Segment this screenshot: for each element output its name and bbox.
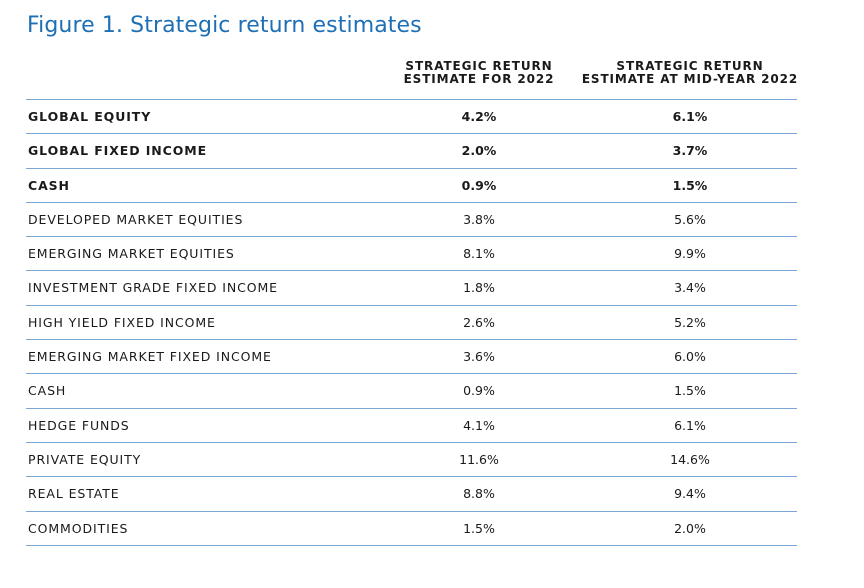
estimate-2022-value: 2.6% (463, 314, 495, 330)
row-label: GLOBAL EQUITY (28, 109, 152, 124)
row-label: EMERGING MARKET FIXED INCOME (28, 349, 272, 365)
column-header-estimate-mid-year-2022: STRATEGIC RETURN ESTIMATE AT MID-YEAR 20… (578, 60, 802, 86)
table-row: EMERGING MARKET FIXED INCOME 3.6% 6.0% (26, 340, 797, 375)
column-header-line: ESTIMATE AT MID-YEAR 2022 (581, 72, 799, 86)
estimate-2022-value: 11.6% (459, 451, 499, 467)
estimate-2022-value: 0.9% (461, 177, 497, 193)
table-top-rule (26, 99, 797, 100)
estimate-2022-value: 8.8% (463, 486, 495, 502)
row-label: REAL ESTATE (28, 486, 120, 502)
row-label: CASH (28, 177, 70, 193)
table-row: DEVELOPED MARKET EQUITIES 3.8% 5.6% (26, 203, 797, 238)
estimate-mid-year-2022-value: 14.6% (670, 451, 710, 467)
row-label: HIGH YIELD FIXED INCOME (28, 314, 216, 330)
row-label: PRIVATE EQUITY (28, 451, 142, 467)
table-row: PRIVATE EQUITY 11.6% 14.6% (26, 443, 797, 478)
table-row: GLOBAL FIXED INCOME 2.0% 3.7% (26, 134, 797, 169)
column-header-line: STRATEGIC RETURN (616, 59, 764, 73)
row-label: INVESTMENT GRADE FIXED INCOME (28, 280, 278, 296)
estimate-mid-year-2022-value: 5.6% (674, 211, 706, 227)
table-row: INVESTMENT GRADE FIXED INCOME 1.8% 3.4% (26, 271, 797, 306)
estimate-mid-year-2022-value: 6.0% (674, 349, 706, 365)
estimate-mid-year-2022-value: 3.7% (672, 143, 708, 159)
row-label: COMMODITIES (28, 520, 129, 536)
table-row: HEDGE FUNDS 4.1% 6.1% (26, 409, 797, 443)
figure-title: Figure 1. Strategic return estimates (27, 13, 422, 38)
estimate-mid-year-2022-value: 3.4% (674, 280, 706, 296)
row-label: GLOBAL FIXED INCOME (28, 143, 208, 159)
table-row: CASH 0.9% 1.5% (26, 374, 797, 409)
estimate-mid-year-2022-value: 6.1% (672, 109, 708, 124)
row-label: EMERGING MARKET EQUITIES (28, 246, 235, 262)
table-row: HIGH YIELD FIXED INCOME 2.6% 5.2% (26, 306, 797, 341)
column-header-line: ESTIMATE FOR 2022 (403, 72, 555, 86)
table-row: EMERGING MARKET EQUITIES 8.1% 9.9% (26, 237, 797, 272)
estimate-2022-value: 2.0% (461, 143, 497, 159)
table-row: GLOBAL EQUITY 4.2% 6.1% (26, 100, 797, 135)
estimate-2022-value: 8.1% (463, 246, 495, 262)
estimate-2022-value: 4.2% (461, 109, 497, 124)
estimate-2022-value: 3.8% (463, 211, 495, 227)
estimate-2022-value: 3.6% (463, 349, 495, 365)
estimate-mid-year-2022-value: 9.9% (674, 246, 706, 262)
estimate-mid-year-2022-value: 5.2% (674, 314, 706, 330)
row-label: DEVELOPED MARKET EQUITIES (28, 211, 244, 227)
estimate-mid-year-2022-value: 1.5% (674, 383, 706, 399)
estimate-2022-value: 1.8% (463, 280, 495, 296)
column-header-estimate-2022: STRATEGIC RETURN ESTIMATE FOR 2022 (400, 60, 558, 86)
table-row: COMMODITIES 1.5% 2.0% (26, 512, 797, 546)
return-estimates-table: GLOBAL EQUITY 4.2% 6.1% GLOBAL FIXED INCOME… (26, 99, 797, 546)
estimate-mid-year-2022-value: 2.0% (674, 520, 706, 536)
estimate-mid-year-2022-value: 9.4% (674, 486, 706, 502)
row-label: CASH (28, 383, 67, 399)
table-row: REAL ESTATE 8.8% 9.4% (26, 477, 797, 512)
estimate-mid-year-2022-value: 1.5% (672, 177, 708, 193)
table-row: CASH 0.9% 1.5% (26, 169, 797, 203)
estimate-2022-value: 0.9% (463, 383, 495, 399)
estimate-2022-value: 4.1% (463, 417, 495, 433)
estimate-2022-value: 1.5% (463, 520, 495, 536)
estimate-mid-year-2022-value: 6.1% (674, 417, 706, 433)
column-header-line: STRATEGIC RETURN (405, 59, 553, 73)
row-label: HEDGE FUNDS (28, 417, 130, 433)
